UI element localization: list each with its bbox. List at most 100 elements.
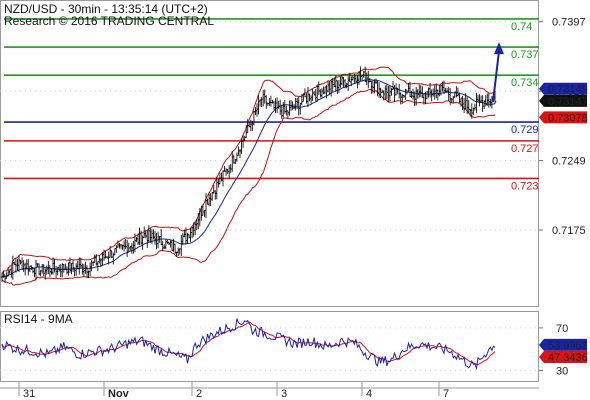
candle: [167, 241, 171, 246]
candle: [318, 89, 322, 98]
candle: [97, 255, 101, 264]
candle: [60, 263, 64, 278]
level-label: 0.729: [511, 124, 539, 136]
x-tick-label: 7: [443, 388, 449, 400]
rsi-title: RSI14 - 9MA: [4, 312, 73, 326]
price-tag: 0.73149: [539, 82, 588, 96]
candle: [386, 85, 390, 103]
rsi-y-tick-label: 30: [556, 365, 568, 377]
y-tick-label: 0.7249: [552, 156, 586, 168]
candle: [53, 258, 56, 273]
bollinger-band-lines: [1, 66, 496, 286]
forecast-arrow: [492, 42, 504, 102]
candle: [33, 267, 36, 278]
candle: [390, 87, 393, 96]
candle: [383, 85, 387, 101]
candle: [209, 193, 213, 207]
candle: [291, 101, 294, 110]
candle: [269, 95, 273, 107]
candle: [403, 88, 407, 101]
candle: [345, 82, 349, 89]
candle: [309, 95, 313, 104]
candle: [317, 81, 321, 95]
candle: [399, 92, 403, 105]
level-label: 0.734: [511, 77, 539, 89]
price-tag-label: 0.73078: [548, 112, 588, 124]
candle: [162, 244, 166, 249]
candle: [342, 77, 345, 88]
candle: [196, 212, 200, 230]
price-tag-box: [539, 82, 587, 95]
rsi-series: [1, 318, 496, 371]
support-resistance-levels: 0.74 0.737 0.734 0.729 0.727 0.723: [4, 18, 539, 192]
candle: [467, 100, 471, 113]
candle: [328, 81, 332, 95]
candle: [311, 88, 315, 101]
candle: [308, 93, 311, 102]
candle: [45, 265, 49, 275]
chart-subtitle: Research © 2016 TRADING CENTRAL: [4, 14, 214, 28]
candle: [125, 239, 129, 257]
price-tag-label: 0.73149: [548, 84, 588, 96]
candle: [229, 164, 233, 173]
candle: [419, 84, 423, 98]
x-tick-label: Nov: [108, 388, 130, 400]
candle: [152, 229, 155, 240]
candle: [288, 100, 291, 116]
y-tick-label: 0.7397: [552, 17, 586, 29]
candle: [297, 96, 301, 116]
candle: [145, 229, 149, 248]
candle: [20, 257, 24, 270]
candle: [359, 66, 362, 81]
candle: [210, 191, 214, 201]
candle: [277, 100, 281, 109]
candle: [57, 264, 61, 272]
candle: [286, 110, 290, 119]
candle-series: [0, 66, 497, 283]
candle: [192, 222, 196, 237]
candle: [59, 264, 63, 278]
candle: [407, 83, 410, 93]
candle: [360, 75, 364, 81]
candle: [25, 259, 29, 270]
y-axis-rsi: 70 30: [539, 323, 568, 377]
candle: [90, 260, 94, 272]
candle: [114, 245, 118, 253]
candle: [159, 229, 163, 246]
candle: [357, 72, 361, 85]
candle: [176, 247, 180, 257]
candle: [148, 228, 152, 243]
candle: [278, 99, 282, 115]
candle: [26, 258, 30, 276]
candle: [165, 239, 169, 244]
candle: [462, 97, 466, 113]
y-tick-label: 0.7175: [552, 225, 586, 237]
candle: [164, 239, 168, 250]
candle: [476, 94, 480, 102]
candle: [48, 264, 52, 278]
candle: [199, 205, 203, 221]
candle: [189, 227, 192, 243]
candle: [433, 84, 437, 100]
candle: [264, 95, 268, 109]
candle: [206, 198, 209, 205]
main-dotted-grid: [0, 21, 539, 231]
rsi-y-tick-label: 70: [556, 323, 568, 335]
candle: [131, 240, 135, 254]
rsi-panel-frame: [0, 311, 539, 382]
rsi-value-tag-label: 53.9962: [548, 340, 588, 352]
candle: [388, 85, 392, 102]
candle: [127, 242, 131, 253]
candle: [275, 97, 279, 114]
candle: [346, 76, 350, 92]
candle: [124, 239, 128, 249]
candle: [351, 75, 355, 81]
candle: [113, 248, 117, 256]
price-tag-label: 0.73147: [548, 96, 588, 108]
rsi-value-tag: 47.3436: [539, 350, 588, 364]
level-label: 0.737: [511, 49, 539, 61]
main-panel-frame: [0, 0, 539, 307]
